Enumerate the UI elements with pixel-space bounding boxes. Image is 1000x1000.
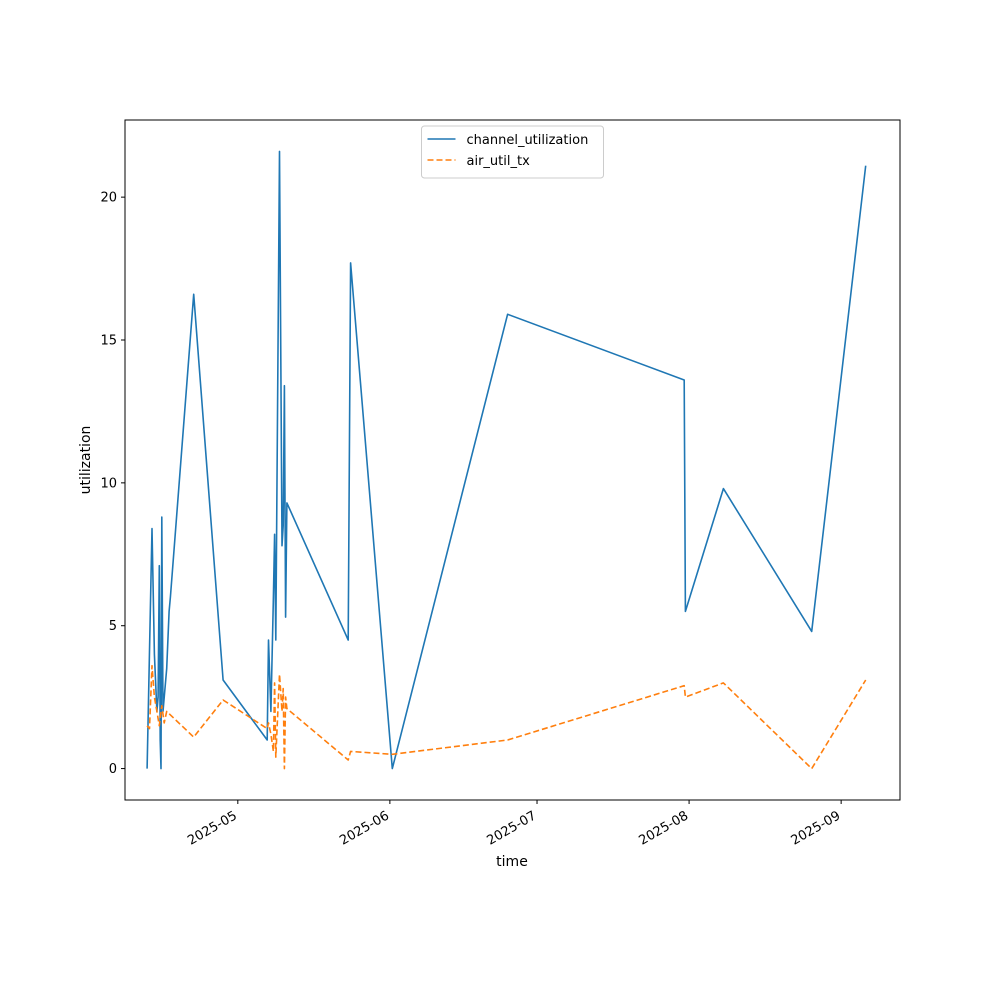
series-line-air_util_tx bbox=[146, 664, 867, 770]
y-tick-label: 20 bbox=[100, 191, 117, 206]
legend-box bbox=[421, 125, 604, 179]
legend-label: channel_utilization bbox=[467, 133, 589, 148]
y-axis: 0 5 10 15 20 bbox=[100, 191, 125, 777]
plot-lines bbox=[146, 150, 867, 770]
series-line-channel_utilization bbox=[146, 150, 867, 770]
legend: channel_utilization air_util_tx bbox=[421, 125, 604, 179]
y-tick-label: 5 bbox=[109, 619, 117, 634]
y-tick-label: 15 bbox=[100, 334, 117, 349]
legend-label: air_util_tx bbox=[467, 154, 531, 169]
y-axis-label: utilization bbox=[78, 426, 94, 495]
y-tick-label: 0 bbox=[109, 762, 117, 777]
plot-frame bbox=[124, 119, 901, 801]
y-tick-label: 10 bbox=[100, 476, 117, 491]
x-axis-label: time bbox=[496, 854, 528, 870]
